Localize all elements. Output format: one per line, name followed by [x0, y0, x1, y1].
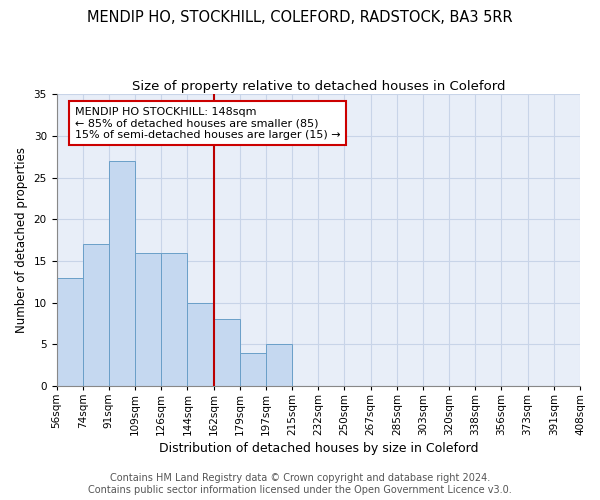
Bar [83, 244, 109, 386]
Text: MENDIP HO, STOCKHILL, COLEFORD, RADSTOCK, BA3 5RR: MENDIP HO, STOCKHILL, COLEFORD, RADSTOCK… [87, 10, 513, 25]
Bar [266, 344, 292, 386]
Text: MENDIP HO STOCKHILL: 148sqm
← 85% of detached houses are smaller (85)
15% of sem: MENDIP HO STOCKHILL: 148sqm ← 85% of det… [75, 106, 340, 140]
Bar [187, 302, 214, 386]
Bar [56, 278, 83, 386]
X-axis label: Distribution of detached houses by size in Coleford: Distribution of detached houses by size … [158, 442, 478, 455]
Text: Contains HM Land Registry data © Crown copyright and database right 2024.
Contai: Contains HM Land Registry data © Crown c… [88, 474, 512, 495]
Bar [109, 161, 135, 386]
Title: Size of property relative to detached houses in Coleford: Size of property relative to detached ho… [131, 80, 505, 93]
Bar [161, 252, 187, 386]
Bar [214, 320, 240, 386]
Bar [135, 252, 161, 386]
Y-axis label: Number of detached properties: Number of detached properties [15, 147, 28, 333]
Bar [240, 352, 266, 386]
